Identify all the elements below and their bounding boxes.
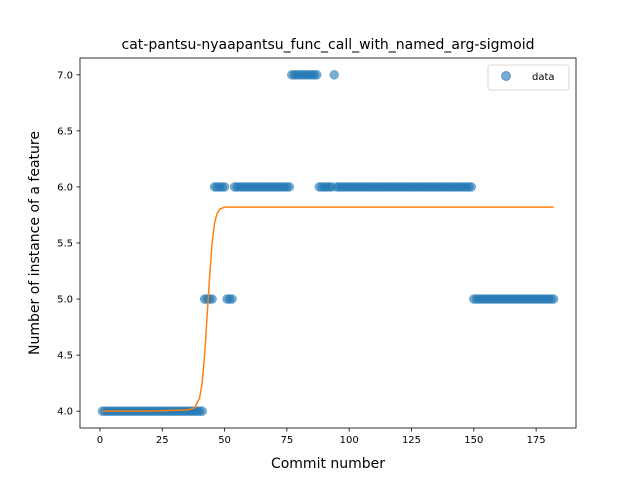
chart-title: cat-pantsu-nyaapantsu_func_call_with_nam…	[122, 37, 535, 53]
x-tick-label: 150	[464, 435, 483, 446]
data-point	[548, 294, 559, 304]
x-tick-label: 75	[281, 435, 294, 446]
data-point	[227, 294, 237, 304]
y-tick-label: 5.0	[57, 295, 73, 306]
y-tick-label: 6.5	[57, 126, 73, 137]
x-tick-label: 0	[97, 435, 103, 446]
data-point	[466, 182, 477, 192]
data-point	[329, 70, 339, 80]
y-tick-label: 5.5	[57, 239, 73, 250]
data-point	[219, 182, 230, 192]
legend-box	[487, 64, 570, 91]
y-tick-label: 4.5	[57, 351, 73, 362]
data-point	[312, 70, 322, 80]
x-tick-label: 100	[340, 435, 359, 446]
x-tick-label: 125	[402, 435, 421, 446]
data-point	[284, 182, 295, 192]
y-tick-label: 7.0	[57, 70, 73, 81]
x-axis-title: Commit number	[271, 456, 385, 472]
fit-series	[102, 206, 554, 412]
fit-line	[102, 206, 554, 412]
y-tick-label: 4.0	[57, 407, 73, 418]
legend-marker-data	[501, 71, 511, 81]
x-tick-label: 25	[156, 435, 169, 446]
x-tick-label: 50	[218, 435, 231, 446]
legend-label-data: data	[532, 72, 555, 83]
legend: data	[487, 64, 570, 91]
data-point	[197, 406, 207, 416]
x-axis-ticks: 0 25 50 75 100 125 150 175	[97, 428, 546, 446]
x-tick-label: 175	[527, 435, 546, 446]
y-axis-title: Number of instance of a feature	[27, 131, 43, 355]
y-tick-label: 6.0	[57, 182, 73, 193]
y-axis-ticks: 4.0 4.5 5.0 5.5 6.0 6.5 7.0	[57, 70, 80, 418]
data-series	[97, 70, 559, 416]
plot-area	[79, 57, 577, 429]
